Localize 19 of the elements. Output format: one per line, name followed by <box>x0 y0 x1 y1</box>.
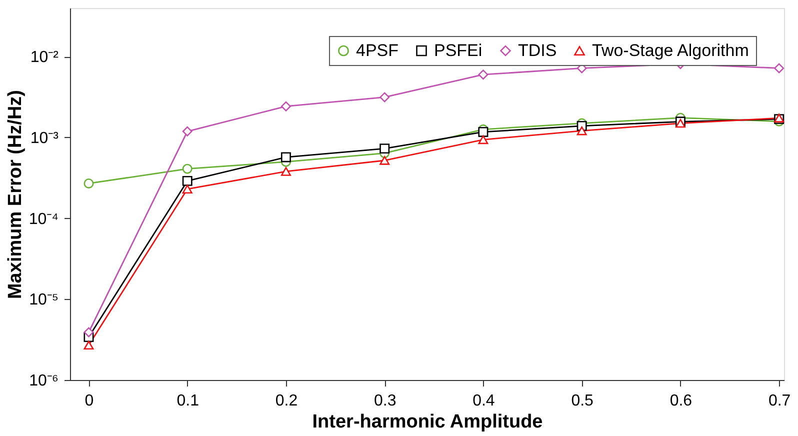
x-tick-label: 0 <box>84 392 94 410</box>
x-tick-label: 0.6 <box>670 392 692 410</box>
x-tick-label: 0.4 <box>472 392 495 410</box>
y-tick-label: 10⁻⁵ <box>29 292 58 309</box>
x-tick-label: 0.5 <box>571 392 594 410</box>
legend-label: Two-Stage Algorithm <box>592 40 749 60</box>
y-tick-label: 10⁻² <box>30 49 60 66</box>
x-tick-label: 0.7 <box>768 392 791 410</box>
legend-label: 4PSF <box>356 40 399 60</box>
y-tick-label: 10⁻⁴ <box>28 210 59 228</box>
legend-label: PSFEi <box>434 40 482 60</box>
x-axis-title: Inter-harmonic Amplitude <box>312 412 543 432</box>
y-tick-label: 10⁻⁶ <box>29 372 58 390</box>
x-tick-label: 0.1 <box>176 392 200 410</box>
y-tick-label: 10⁻³ <box>30 130 60 147</box>
legend-label: TDIS <box>518 40 557 60</box>
x-tick-label: 0.3 <box>374 392 396 410</box>
y-axis-title: Maximum Error (Hz/Hz) <box>4 90 26 300</box>
x-tick-label: 0.2 <box>275 392 298 410</box>
